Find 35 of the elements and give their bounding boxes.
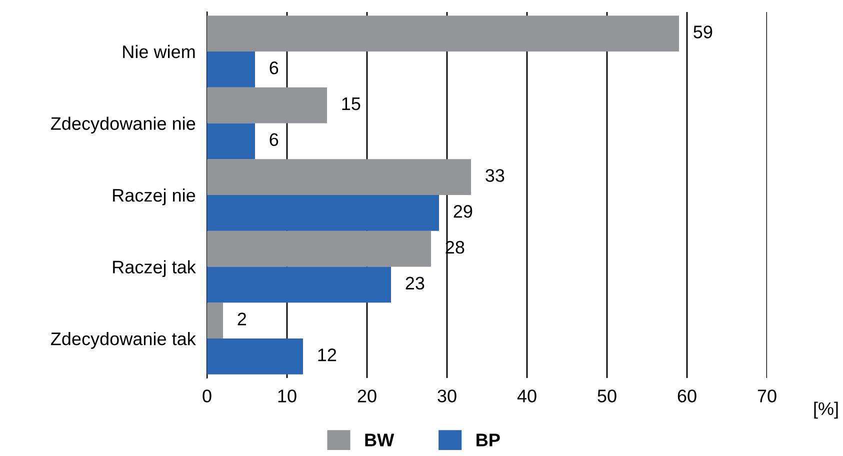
bar [207, 302, 223, 339]
data-label: 15 [342, 98, 360, 110]
x-tick-label: 40 [517, 390, 536, 402]
y-tick-label: Raczej nie [113, 188, 196, 206]
data-label: 23 [406, 276, 424, 290]
bar [207, 195, 439, 231]
bar [207, 338, 303, 374]
data-label: 6 [270, 61, 278, 74]
bar [207, 51, 255, 88]
x-tick-label: 20 [358, 390, 376, 402]
y-tick-label: Zdecydowanie nie [50, 116, 196, 134]
data-label: 59 [694, 26, 712, 38]
bar [207, 230, 431, 267]
x-tick-label: 70 [758, 390, 776, 402]
x-tick-label: 0 [202, 390, 212, 402]
y-tick-label: Zdecydowanie tak [50, 332, 196, 349]
legend-label: BW [365, 434, 394, 446]
bar [207, 87, 327, 124]
y-tick-label: Raczej tak [113, 260, 196, 278]
legend-label: BP [476, 434, 500, 446]
bar [207, 266, 391, 303]
data-label: 29 [454, 205, 472, 218]
x-tick-label: 50 [598, 390, 616, 402]
data-label: 2 [238, 312, 246, 326]
bar [207, 16, 679, 52]
bar [207, 123, 255, 160]
data-label: 33 [486, 169, 504, 182]
x-tick-label: 10 [278, 390, 296, 402]
data-label: 12 [318, 348, 336, 362]
y-tick-label: Nie wiem [123, 44, 195, 58]
data-label: 6 [270, 133, 278, 146]
bar [207, 159, 471, 195]
x-tick-label: 60 [678, 390, 696, 402]
x-axis-title: [%] [814, 402, 838, 419]
x-tick-label: 30 [438, 390, 456, 402]
